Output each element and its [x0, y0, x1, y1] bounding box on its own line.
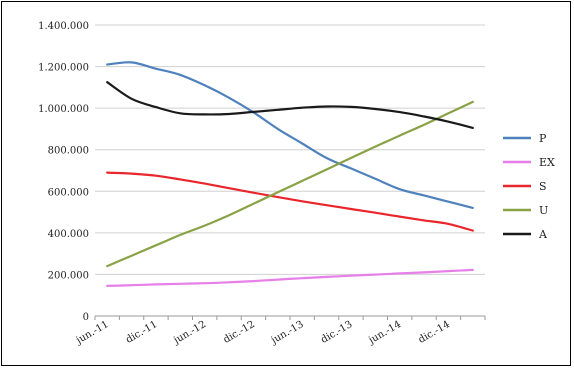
- gridlines: [95, 24, 485, 275]
- y-tick-label: 1.000.000: [38, 104, 89, 115]
- series-line-p: [106, 61, 474, 209]
- legend-label-p: P: [539, 132, 547, 145]
- series-line-s: [106, 171, 474, 232]
- x-tick-label: jun.-11: [74, 319, 111, 347]
- legend-label-a: A: [538, 228, 548, 241]
- legend-label-ex: EX: [539, 156, 555, 169]
- x-tick-label: dic.-11: [124, 319, 159, 346]
- x-tick-label: jun.-13: [269, 319, 306, 347]
- series-line-u: [106, 100, 474, 268]
- legend: P EX SUA: [503, 132, 555, 241]
- series-line-a: [106, 81, 474, 129]
- x-tick-label: dic.-13: [319, 319, 354, 346]
- y-tick-label: 200.000: [48, 270, 89, 281]
- y-tick-label: 800.000: [48, 146, 89, 157]
- y-tick-label: 0: [83, 312, 89, 323]
- y-tick-label: 400.000: [48, 229, 89, 240]
- x-tick-label: dic.-14: [417, 319, 452, 346]
- y-tick-label: 1.200.000: [38, 63, 89, 74]
- legend-label-s: S: [539, 180, 547, 193]
- series-lines: [106, 61, 474, 287]
- y-tick-label: 1.400.000: [38, 21, 89, 32]
- axes: 0 200.000 400.000 600.000 800.000 1.000.000 1.…: [38, 21, 486, 347]
- x-tick-label: jun.-14: [366, 319, 403, 347]
- legend-label-u: U: [539, 204, 548, 217]
- x-tick-label: dic.-12: [222, 319, 257, 346]
- x-tick-label: jun.-12: [171, 319, 208, 347]
- y-tick-label: 600.000: [48, 187, 89, 198]
- series-line-ex: [106, 268, 474, 287]
